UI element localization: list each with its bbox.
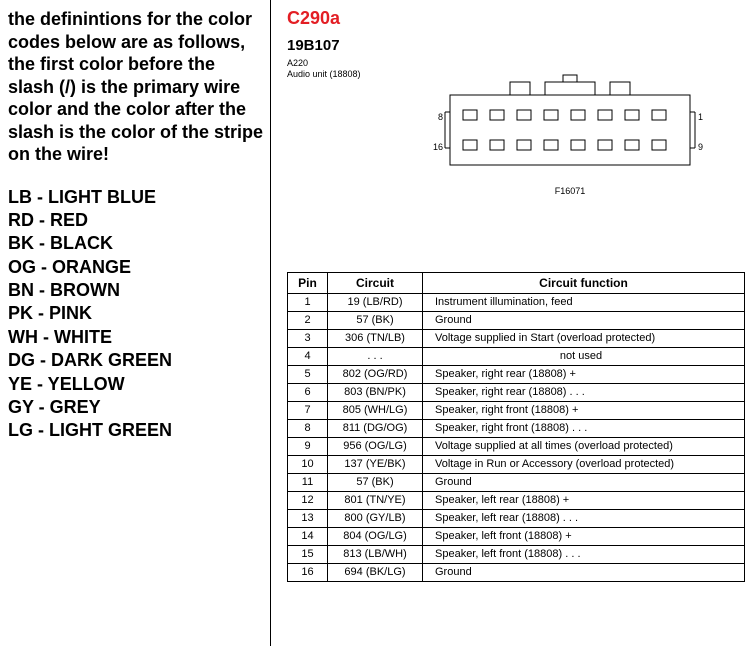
- table-row: 14804 (OG/LG)Speaker, left front (18808)…: [288, 527, 745, 545]
- table-row: 12801 (TN/YE)Speaker, left rear (18808) …: [288, 491, 745, 509]
- legend-item: LG - LIGHT GREEN: [8, 419, 264, 442]
- cell-function: Speaker, right rear (18808) +: [423, 365, 745, 383]
- legend-item: YE - YELLOW: [8, 373, 264, 396]
- cell-function: Speaker, right front (18808) . . .: [423, 419, 745, 437]
- table-row: 7805 (WH/LG)Speaker, right front (18808)…: [288, 401, 745, 419]
- cell-pin: 14: [288, 527, 328, 545]
- cell-pin: 6: [288, 383, 328, 401]
- color-legend: LB - LIGHT BLUERD - REDBK - BLACKOG - OR…: [8, 186, 264, 443]
- cell-circuit: 306 (TN/LB): [328, 329, 423, 347]
- legend-item: BK - BLACK: [8, 232, 264, 255]
- table-row: 10137 (YE/BK)Voltage in Run or Accessory…: [288, 455, 745, 473]
- cell-circuit: 137 (YE/BK): [328, 455, 423, 473]
- cell-pin: 5: [288, 365, 328, 383]
- cell-function: Voltage supplied in Start (overload prot…: [423, 329, 745, 347]
- cell-circuit: 956 (OG/LG): [328, 437, 423, 455]
- table-row: 6803 (BN/PK)Speaker, right rear (18808) …: [288, 383, 745, 401]
- cell-circuit: 804 (OG/LG): [328, 527, 423, 545]
- cell-function: Speaker, left rear (18808) . . .: [423, 509, 745, 527]
- left-column: the definintions for the color codes bel…: [0, 0, 271, 646]
- cell-circuit: 811 (DG/OG): [328, 419, 423, 437]
- connector-subid: 19B107: [287, 37, 745, 54]
- table-row: 5802 (OG/RD)Speaker, right rear (18808) …: [288, 365, 745, 383]
- cell-circuit: 803 (BN/PK): [328, 383, 423, 401]
- cell-pin: 10: [288, 455, 328, 473]
- cell-circuit: 57 (BK): [328, 311, 423, 329]
- legend-item: LB - LIGHT BLUE: [8, 186, 264, 209]
- cell-pin: 3: [288, 329, 328, 347]
- cell-pin: 4: [288, 347, 328, 365]
- header-function: Circuit function: [423, 272, 745, 293]
- cell-pin: 7: [288, 401, 328, 419]
- connector-diagram: 8 1 16 9 F16071: [287, 72, 745, 207]
- table-row: 16694 (BK/LG)Ground: [288, 563, 745, 581]
- cell-function: Ground: [423, 563, 745, 581]
- cell-pin: 15: [288, 545, 328, 563]
- cell-pin: 9: [288, 437, 328, 455]
- connector-svg: 8 1 16 9 F16071: [415, 72, 735, 202]
- cell-pin: 11: [288, 473, 328, 491]
- cell-pin: 8: [288, 419, 328, 437]
- cell-pin: 13: [288, 509, 328, 527]
- svg-text:16: 16: [433, 142, 443, 152]
- header-circuit: Circuit: [328, 272, 423, 293]
- cell-function: Instrument illumination, feed: [423, 293, 745, 311]
- legend-item: RD - RED: [8, 209, 264, 232]
- pin-table: Pin Circuit Circuit function 119 (LB/RD)…: [287, 272, 745, 582]
- legend-item: PK - PINK: [8, 302, 264, 325]
- table-row: 4. . .not used: [288, 347, 745, 365]
- cell-function: not used: [423, 347, 745, 365]
- cell-pin: 1: [288, 293, 328, 311]
- cell-circuit: 694 (BK/LG): [328, 563, 423, 581]
- svg-text:9: 9: [698, 142, 703, 152]
- svg-text:8: 8: [438, 112, 443, 122]
- cell-function: Speaker, right rear (18808) . . .: [423, 383, 745, 401]
- table-row: 13800 (GY/LB)Speaker, left rear (18808) …: [288, 509, 745, 527]
- cell-function: Voltage supplied at all times (overload …: [423, 437, 745, 455]
- svg-text:1: 1: [698, 112, 703, 122]
- cell-function: Speaker, left front (18808) +: [423, 527, 745, 545]
- cell-pin: 2: [288, 311, 328, 329]
- table-row: 1157 (BK)Ground: [288, 473, 745, 491]
- cell-function: Voltage in Run or Accessory (overload pr…: [423, 455, 745, 473]
- connector-ref1: A220: [287, 58, 308, 68]
- table-row: 8811 (DG/OG)Speaker, right front (18808)…: [288, 419, 745, 437]
- cell-pin: 12: [288, 491, 328, 509]
- legend-item: BN - BROWN: [8, 279, 264, 302]
- cell-circuit: 801 (TN/YE): [328, 491, 423, 509]
- cell-function: Speaker, right front (18808) +: [423, 401, 745, 419]
- cell-function: Speaker, left rear (18808) +: [423, 491, 745, 509]
- cell-circuit: 19 (LB/RD): [328, 293, 423, 311]
- definitions-text: the definintions for the color codes bel…: [8, 8, 264, 166]
- table-body: 119 (LB/RD)Instrument illumination, feed…: [288, 293, 745, 581]
- table-header-row: Pin Circuit Circuit function: [288, 272, 745, 293]
- cell-function: Ground: [423, 311, 745, 329]
- table-row: 9956 (OG/LG)Voltage supplied at all time…: [288, 437, 745, 455]
- legend-item: OG - ORANGE: [8, 256, 264, 279]
- header-pin: Pin: [288, 272, 328, 293]
- table-row: 3306 (TN/LB)Voltage supplied in Start (o…: [288, 329, 745, 347]
- cell-circuit: 802 (OG/RD): [328, 365, 423, 383]
- cell-function: Speaker, left front (18808) . . .: [423, 545, 745, 563]
- right-column: C290a 19B107 A220 Audio unit (18808): [271, 0, 755, 646]
- svg-text:F16071: F16071: [555, 186, 586, 196]
- table-row: 15813 (LB/WH)Speaker, left front (18808)…: [288, 545, 745, 563]
- cell-circuit: 57 (BK): [328, 473, 423, 491]
- cell-circuit: 813 (LB/WH): [328, 545, 423, 563]
- cell-circuit: 805 (WH/LG): [328, 401, 423, 419]
- cell-circuit: . . .: [328, 347, 423, 365]
- cell-pin: 16: [288, 563, 328, 581]
- table-row: 119 (LB/RD)Instrument illumination, feed: [288, 293, 745, 311]
- legend-item: GY - GREY: [8, 396, 264, 419]
- cell-circuit: 800 (GY/LB): [328, 509, 423, 527]
- connector-id: C290a: [287, 8, 745, 29]
- legend-item: WH - WHITE: [8, 326, 264, 349]
- legend-item: DG - DARK GREEN: [8, 349, 264, 372]
- table-row: 257 (BK)Ground: [288, 311, 745, 329]
- cell-function: Ground: [423, 473, 745, 491]
